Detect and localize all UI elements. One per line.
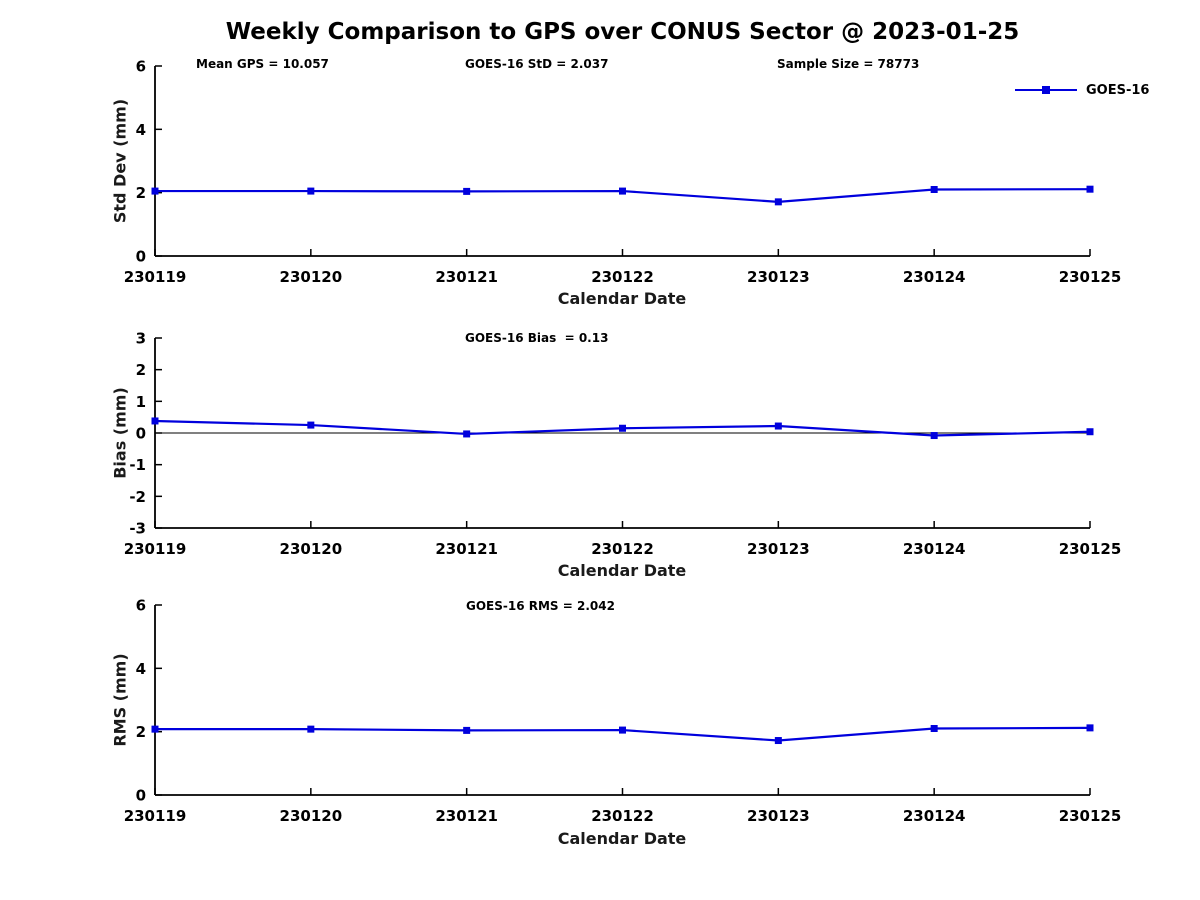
x-axis-label-middle: Calendar Date (557, 561, 687, 580)
data-point-marker (151, 187, 159, 195)
x-tick-label: 230122 (591, 268, 654, 286)
y-tick-label: 4 (136, 660, 146, 678)
x-axis-label-top: Calendar Date (557, 289, 687, 308)
x-tick-label: 230123 (747, 268, 810, 286)
x-tick-label: 230119 (124, 807, 187, 825)
legend-marker-icon (1042, 86, 1050, 94)
data-point-marker (619, 726, 626, 734)
data-point-marker (930, 432, 938, 440)
x-tick-label: 230123 (747, 807, 810, 825)
data-point-marker (930, 186, 938, 193)
y-tick-label: 2 (136, 184, 146, 202)
y-tick-label: -2 (129, 488, 146, 506)
data-point-marker (463, 430, 471, 438)
data-point-marker (463, 726, 471, 734)
x-tick-label: 230120 (280, 268, 343, 286)
annotation-sample-size: Sample Size = 78773 (777, 57, 920, 71)
x-tick-label: 230124 (903, 807, 966, 825)
x-tick-label: 230125 (1059, 807, 1122, 825)
data-point-marker (307, 421, 315, 429)
x-tick-label: 230122 (591, 540, 654, 558)
x-tick-label: 230119 (124, 268, 187, 286)
y-tick-label: 6 (136, 597, 146, 615)
chart-title: Weekly Comparison to GPS over CONUS Sect… (225, 19, 1020, 45)
annotation-goes16-rms: GOES-16 RMS = 2.042 (466, 599, 615, 613)
data-point-marker (151, 417, 159, 425)
x-tick-label: 230121 (435, 540, 498, 558)
legend-label: GOES-16 (1086, 83, 1150, 98)
data-point-marker (463, 187, 471, 195)
y-axis-label-std-dev: Std Dev (mm) (110, 98, 130, 224)
data-point-marker (1086, 724, 1094, 732)
y-tick-label: 2 (136, 361, 146, 379)
x-tick-label: 230124 (903, 540, 966, 558)
y-tick-label: 6 (136, 58, 146, 76)
y-tick-label: -1 (129, 456, 146, 474)
annotation-goes16-bias: GOES-16 Bias = 0.13 (465, 331, 609, 345)
data-point-marker (1086, 428, 1094, 436)
y-tick-label: -3 (129, 520, 146, 538)
y-tick-label: 1 (136, 393, 146, 411)
data-point-marker (307, 725, 315, 733)
y-tick-label: 4 (136, 121, 146, 139)
data-point-marker (774, 422, 782, 430)
x-axis-label-bottom: Calendar Date (557, 829, 687, 848)
y-tick-label: 0 (136, 425, 146, 443)
data-point-marker (619, 187, 626, 195)
y-axis-label-bias: Bias (mm) (110, 387, 130, 479)
annotation-mean-gps: Mean GPS = 10.057 (196, 57, 329, 71)
x-tick-label: 230125 (1059, 268, 1122, 286)
x-tick-label: 230123 (747, 540, 810, 558)
annotation-goes16-std: GOES-16 StD = 2.037 (465, 57, 609, 71)
data-point-marker (151, 725, 159, 733)
x-tick-label: 230124 (903, 268, 966, 286)
x-tick-label: 230120 (280, 540, 343, 558)
data-point-marker (930, 725, 938, 732)
data-point-marker (774, 198, 782, 206)
y-axis-label-rms: RMS (mm) (110, 653, 130, 747)
x-tick-label: 230121 (435, 268, 498, 286)
data-point-marker (1086, 185, 1094, 193)
x-tick-label: 230125 (1059, 540, 1122, 558)
y-tick-label: 3 (136, 330, 146, 348)
y-tick-label: 0 (136, 787, 146, 805)
x-tick-label: 230119 (124, 540, 187, 558)
x-tick-label: 230120 (280, 807, 343, 825)
x-tick-label: 230121 (435, 807, 498, 825)
y-tick-label: 0 (136, 248, 146, 266)
data-point-marker (619, 424, 626, 432)
data-point-marker (307, 187, 315, 195)
x-tick-label: 230122 (591, 807, 654, 825)
data-point-marker (774, 737, 782, 745)
y-tick-label: 2 (136, 723, 146, 741)
